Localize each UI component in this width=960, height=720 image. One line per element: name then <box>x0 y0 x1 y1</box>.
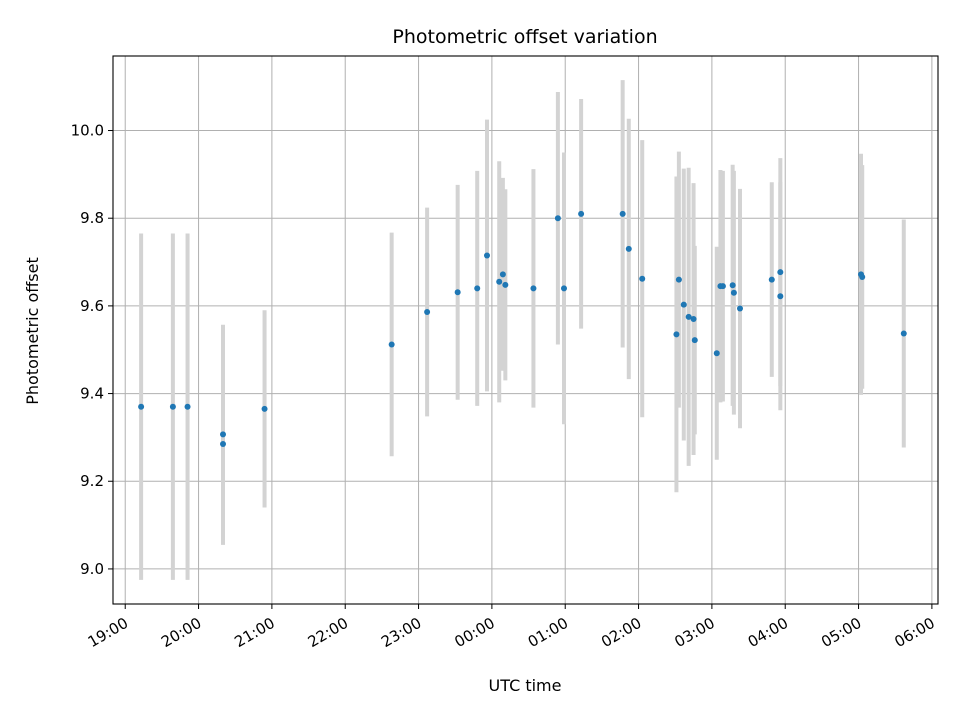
data-point <box>673 331 680 338</box>
data-point <box>184 403 191 410</box>
y-tick-label: 9.4 <box>80 385 104 403</box>
data-point <box>578 210 585 217</box>
data-point <box>530 285 537 292</box>
y-tick-label: 9.8 <box>80 209 104 227</box>
data-point <box>777 269 784 276</box>
y-tick-label: 9.2 <box>80 472 104 490</box>
data-point <box>639 275 646 282</box>
data-point <box>561 285 567 292</box>
data-point <box>169 403 176 410</box>
chart-title: Photometric offset variation <box>392 26 657 48</box>
y-tick-label: 9.6 <box>80 297 104 315</box>
data-point <box>554 215 561 222</box>
data-point <box>691 337 698 344</box>
y-tick-label: 9.0 <box>80 560 104 578</box>
data-point <box>675 276 682 283</box>
data-point <box>261 405 268 412</box>
data-point <box>454 289 461 296</box>
data-point <box>777 293 784 300</box>
data-point <box>220 431 226 438</box>
y-axis-title: Photometric offset <box>23 257 42 405</box>
data-point <box>484 252 490 259</box>
grid-lines <box>113 56 938 604</box>
data-point <box>900 330 907 337</box>
y-axis-ticks: 9.0 9.2 9.4 9.6 9.8 10.0 <box>71 122 113 578</box>
data-point <box>713 350 720 357</box>
data-point <box>680 301 687 308</box>
plot-area-frame <box>112 55 939 605</box>
y-tick-label: 10.0 <box>71 122 104 140</box>
data-point <box>685 313 692 320</box>
data-point <box>719 283 726 290</box>
data-point <box>499 271 506 278</box>
data-points <box>138 210 907 447</box>
data-point <box>737 305 743 312</box>
x-axis-title: UTC time <box>489 676 562 695</box>
data-point <box>730 289 737 296</box>
data-point <box>502 281 509 288</box>
data-point <box>690 316 697 323</box>
data-point <box>388 341 395 348</box>
data-point <box>859 273 866 280</box>
data-point <box>768 276 775 283</box>
data-point <box>220 440 226 447</box>
data-point <box>474 285 481 292</box>
data-point <box>729 282 736 289</box>
data-point <box>424 309 431 316</box>
data-point <box>138 403 145 410</box>
data-point <box>619 210 626 217</box>
data-point <box>496 278 503 285</box>
data-point <box>625 245 632 252</box>
